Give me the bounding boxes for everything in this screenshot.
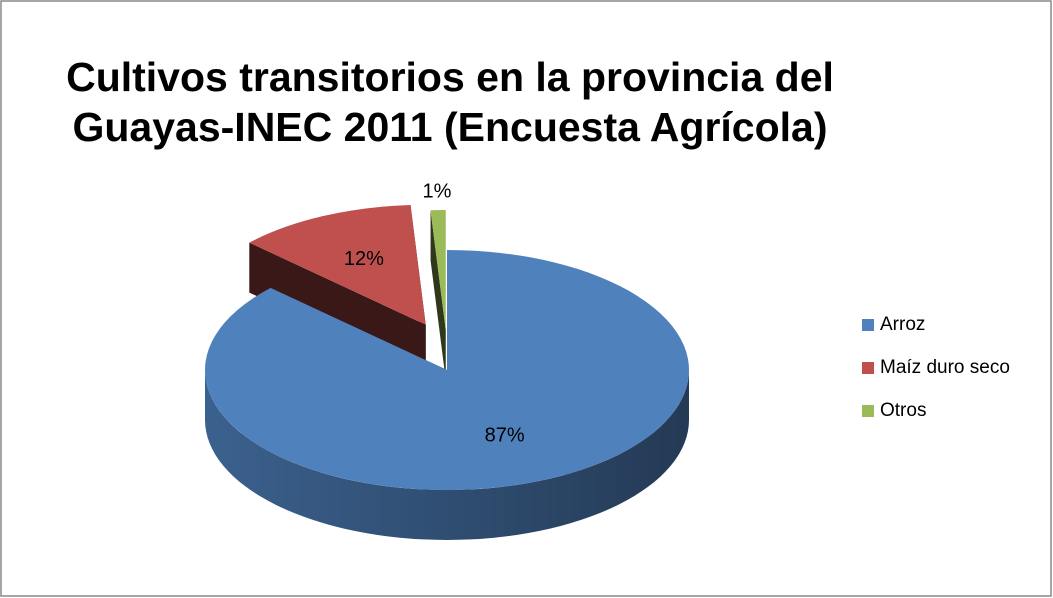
legend-swatch (862, 405, 874, 417)
data-label: 87% (485, 424, 525, 446)
legend-swatch (862, 319, 874, 331)
legend-label: Maíz duro seco (880, 357, 1010, 378)
pie-slice (249, 204, 426, 325)
chart-title: Guayas-INEC 2011 (Encuesta Agrícola) (73, 104, 828, 150)
slice-side (430, 210, 446, 381)
pie-slice (430, 210, 446, 331)
legend-label: Otros (880, 400, 926, 421)
legend-label: Arroz (880, 314, 925, 335)
slice-tops (204, 204, 689, 491)
slice-side (205, 370, 689, 540)
data-label: 1% (423, 180, 452, 202)
pie-slice (204, 250, 689, 491)
chart-title: Cultivos transitorios en la provincia de… (66, 54, 834, 100)
legend-swatch (862, 362, 874, 374)
data-label: 12% (344, 248, 384, 270)
